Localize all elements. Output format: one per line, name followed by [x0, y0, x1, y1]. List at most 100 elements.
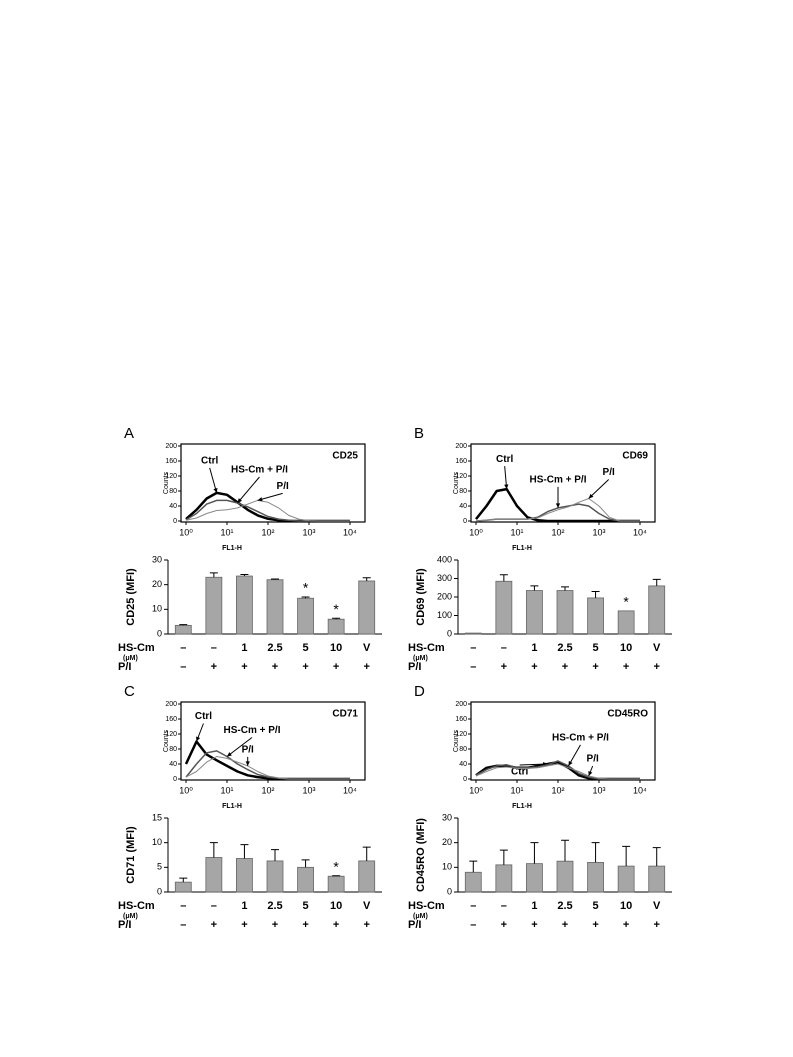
row-cell: + [653, 919, 659, 931]
y-tick-label: 200 [455, 701, 467, 708]
row-label: P/I [408, 919, 421, 931]
row-label: P/I [408, 661, 421, 673]
y-tick-label: 160 [165, 716, 177, 723]
arrow-head [555, 503, 561, 508]
y-axis-label: Counts [453, 471, 460, 494]
row-cell: – [470, 642, 476, 654]
row-cell: + [623, 919, 629, 931]
x-tick-label: 10¹ [220, 785, 233, 795]
row-cell: + [272, 661, 278, 673]
row-cell: 10 [620, 642, 632, 654]
row-cell: + [211, 919, 217, 931]
histogram-line [475, 487, 640, 523]
row-cell: 1 [241, 900, 247, 912]
error-bar [561, 586, 569, 591]
x-tick-label: 10³ [592, 785, 605, 795]
y-tick-label: 120 [455, 473, 467, 480]
y-tick-label: 300 [437, 573, 452, 583]
series-annotation: HS-Cm + P/I [224, 725, 281, 736]
bar [358, 860, 376, 893]
y-tick-label: 20 [152, 579, 162, 589]
series-annotation: Ctrl [201, 456, 218, 467]
error-bar [530, 842, 539, 864]
y-tick-label: 80 [459, 488, 467, 495]
row-cell: 1 [241, 642, 247, 654]
bar [617, 865, 635, 893]
bar [495, 580, 513, 635]
row-cell: 5 [593, 900, 599, 912]
row-cell: – [501, 642, 507, 654]
error-bar [362, 577, 371, 581]
row-cell: 1 [531, 900, 537, 912]
error-bar [622, 845, 631, 867]
error-bar [271, 849, 279, 861]
x-tick-label: 10⁰ [469, 527, 483, 537]
row-sublabel: (μM) [123, 913, 138, 920]
series-annotation: P/I [587, 754, 599, 765]
y-tick-label: 40 [169, 503, 177, 510]
bar [526, 590, 543, 635]
bar [266, 860, 284, 893]
panel-label: C [124, 683, 135, 700]
row-cell: – [180, 919, 186, 931]
y-tick-label: 10 [152, 837, 162, 847]
row-cell: 10 [330, 900, 342, 912]
y-tick-label: 160 [165, 458, 177, 465]
row-cell: 5 [303, 900, 309, 912]
panel-label: B [414, 425, 424, 442]
row-cell: + [363, 661, 369, 673]
y-tick-label: 0 [173, 518, 177, 525]
bar [648, 865, 666, 893]
x-tick-label: 10² [261, 527, 274, 537]
row-cell: + [531, 919, 537, 931]
series-annotation: P/I [242, 745, 254, 756]
significance-star: * [303, 580, 309, 596]
y-tick-label: 200 [165, 443, 177, 450]
y-tick-label: 0 [157, 628, 162, 638]
error-bar [499, 574, 508, 582]
significance-star: * [333, 601, 339, 617]
y-tick-label: 0 [173, 776, 177, 783]
error-bar [499, 849, 508, 865]
row-cell: – [501, 900, 507, 912]
bar [526, 863, 543, 893]
y-tick-label: 20 [442, 837, 452, 847]
error-bar [591, 590, 600, 598]
row-cell: 2.5 [267, 900, 282, 912]
panel-label: A [124, 425, 134, 442]
y-tick-label: 120 [165, 731, 177, 738]
row-label: HS-Cm [118, 642, 155, 654]
error-bar [652, 847, 661, 867]
row-cell: + [623, 661, 629, 673]
bar [327, 875, 345, 893]
row-cell: + [211, 661, 217, 673]
histogram-line [475, 498, 640, 522]
row-cell: + [501, 661, 507, 673]
error-bar [332, 617, 341, 620]
y-tick-label: 200 [165, 701, 177, 708]
bar [587, 862, 604, 893]
row-sublabel: (μM) [123, 655, 138, 662]
annotation-arrow [519, 763, 548, 766]
row-cell: 5 [303, 642, 309, 654]
error-bar [591, 842, 600, 863]
x-tick-label: 10¹ [510, 785, 523, 795]
error-bar [209, 572, 218, 578]
arrow-head [568, 760, 573, 766]
bar [174, 881, 192, 893]
y-tick-label: 80 [169, 488, 177, 495]
series-annotation: HS-Cm + P/I [530, 475, 587, 486]
marker-label: CD25 [332, 451, 358, 462]
bar [205, 576, 223, 635]
arrow-head [257, 497, 263, 502]
x-tick-label: 10¹ [510, 527, 523, 537]
bar [236, 575, 253, 635]
y-tick-label: 40 [459, 503, 467, 510]
marker-label: CD69 [622, 451, 648, 462]
arrow-head [245, 761, 250, 766]
bar [266, 579, 284, 635]
series-annotation: HS-Cm + P/I [552, 733, 609, 744]
y-tick-label: 0 [157, 886, 162, 896]
annotation-arrow [237, 476, 260, 504]
